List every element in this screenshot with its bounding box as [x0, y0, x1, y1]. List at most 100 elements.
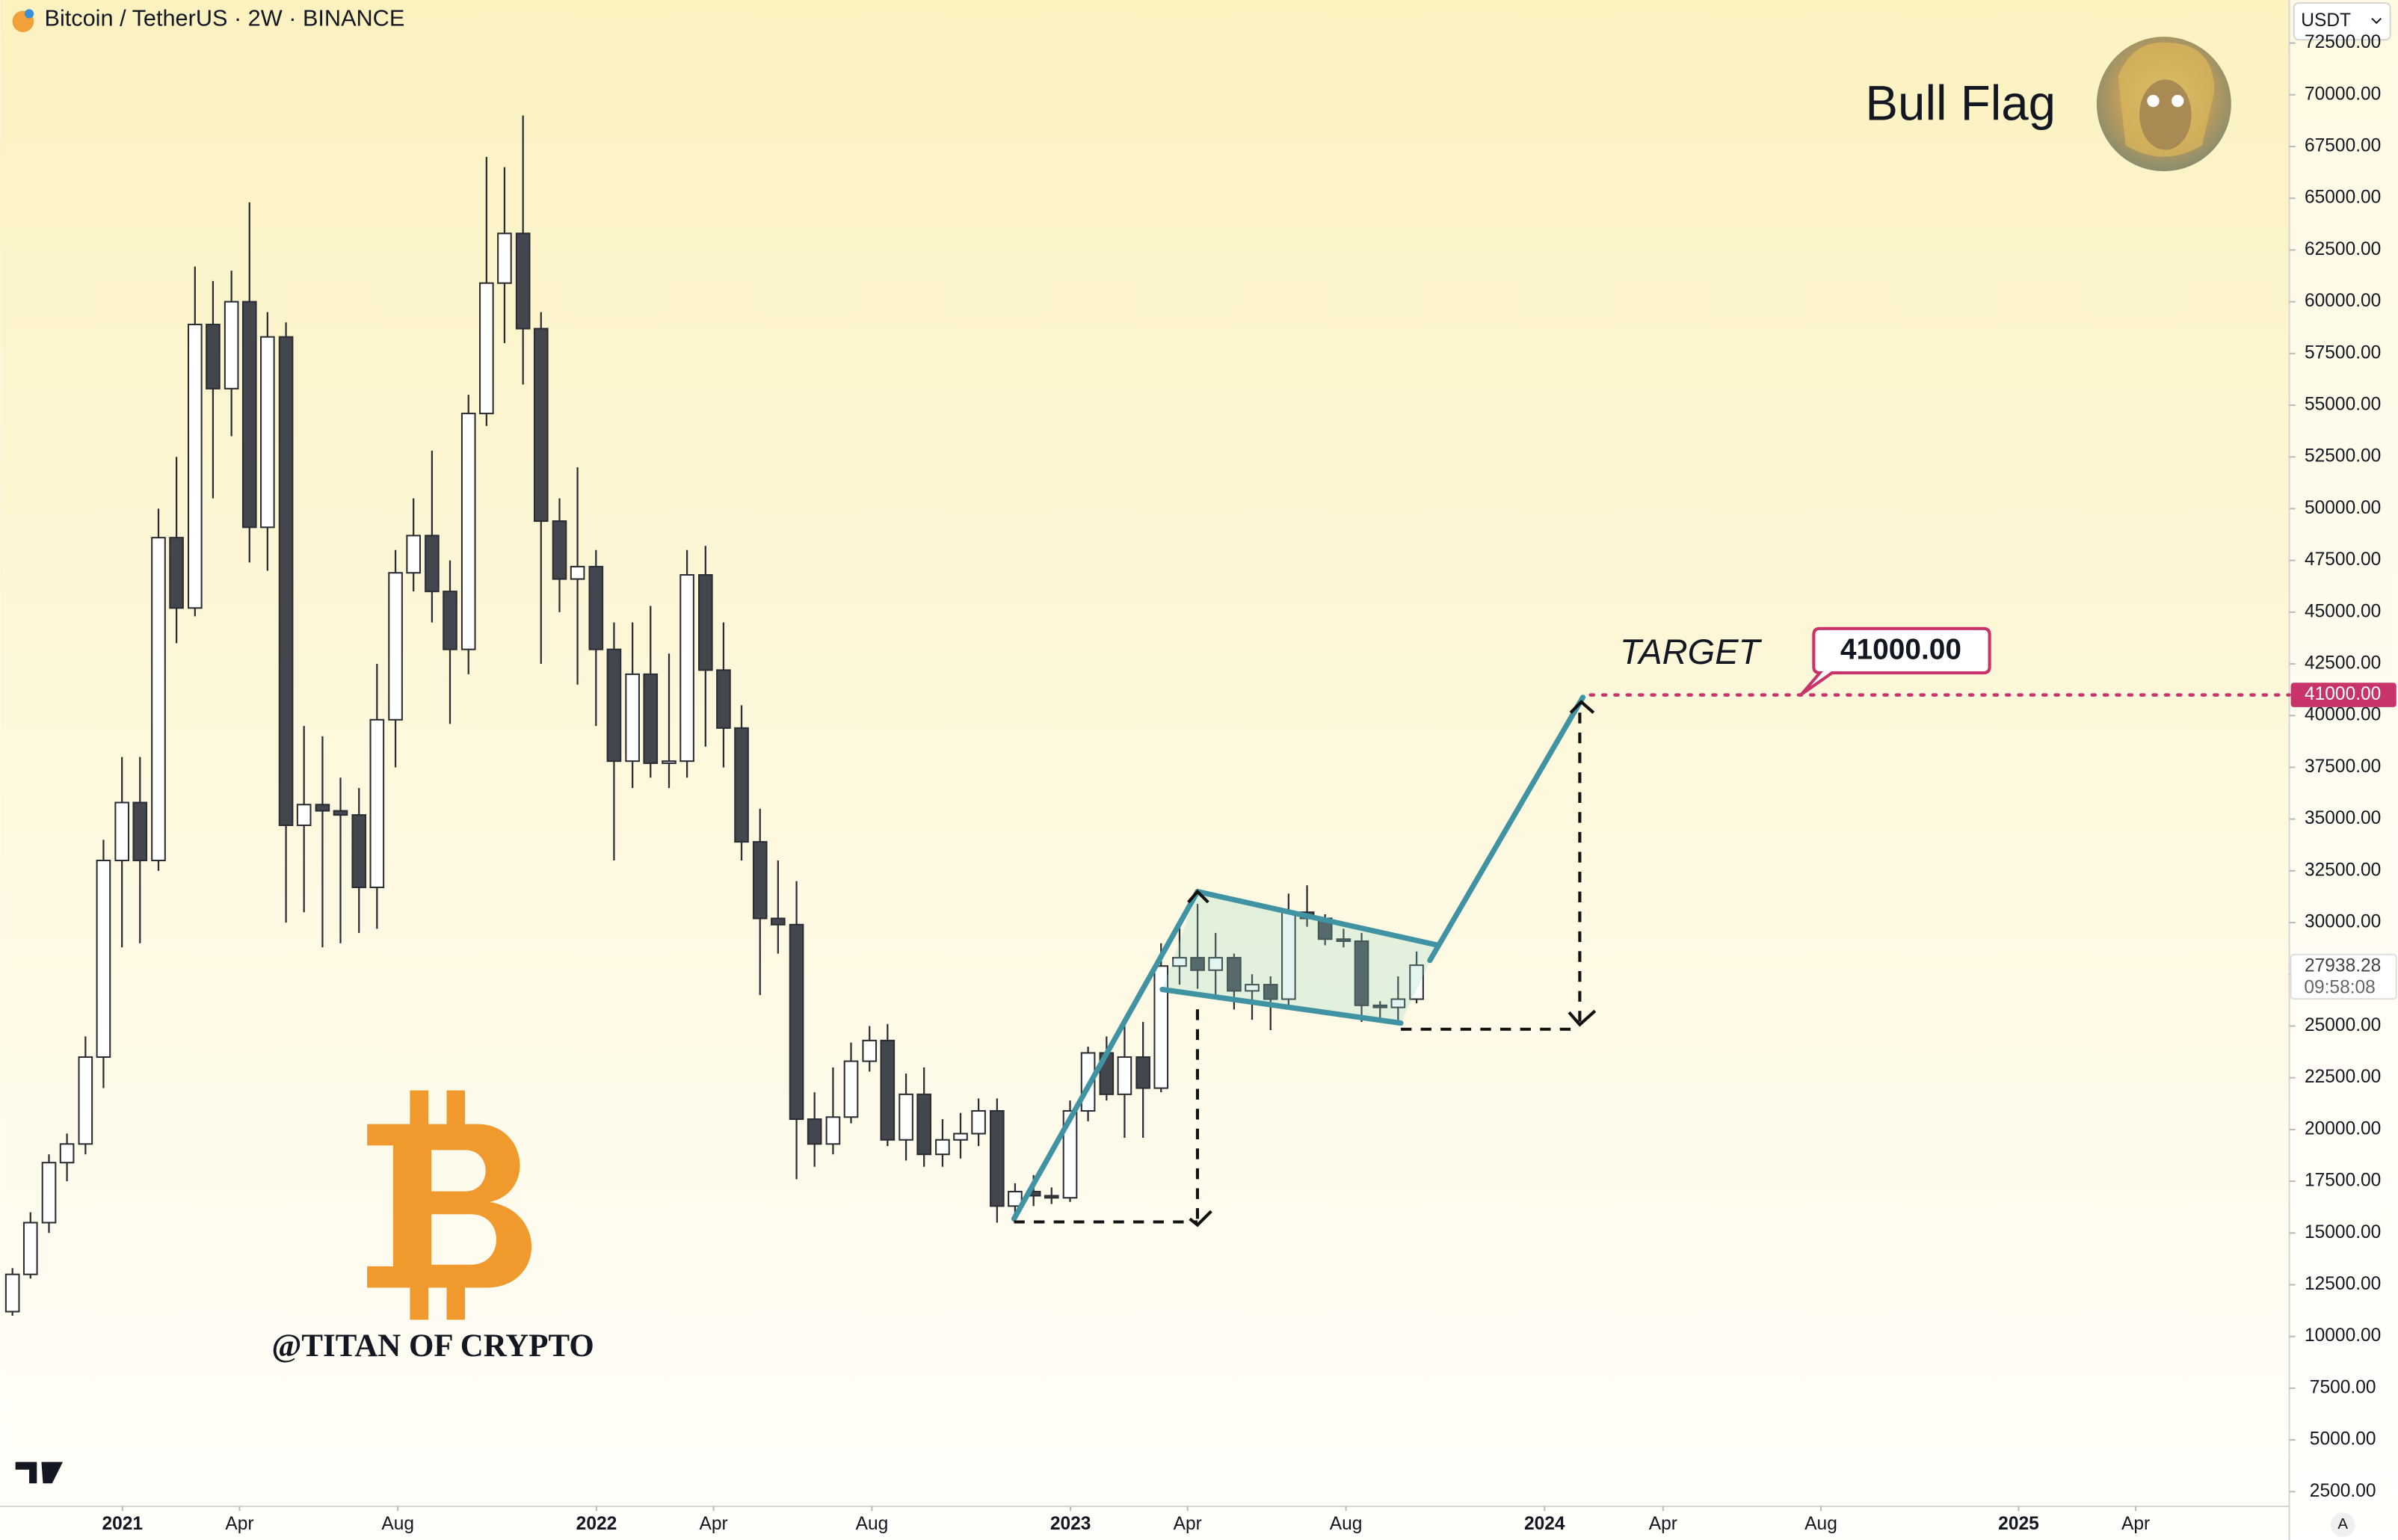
candle-body [1008, 1190, 1023, 1207]
arrow [1187, 889, 1209, 904]
candle-body [1208, 957, 1224, 971]
candle-body [625, 673, 640, 763]
candle-body [406, 535, 421, 574]
y-tick-label: 55000.00 [2305, 395, 2381, 415]
candle-body [1190, 957, 1205, 971]
candle-body [260, 336, 275, 529]
candle-body [862, 1039, 878, 1062]
candle-body [1153, 965, 1169, 1089]
candle-body [151, 537, 166, 862]
y-tick-label: 52500.00 [2305, 446, 2381, 466]
y-tick-label: 10000.00 [2305, 1325, 2381, 1346]
y-tick-label: 20000.00 [2305, 1118, 2381, 1139]
y-tick-label: 47500.00 [2305, 549, 2381, 570]
candle-body [59, 1143, 75, 1164]
candle-body [789, 923, 804, 1121]
candle-body [953, 1133, 968, 1141]
tv-logo [15, 1462, 64, 1484]
y-tick-label: 5000.00 [2310, 1429, 2376, 1450]
logo-part [446, 1281, 466, 1320]
candle-body [333, 810, 348, 816]
candle-body [1336, 938, 1351, 943]
candle-body [41, 1162, 57, 1224]
candle-body [716, 669, 731, 729]
flag-top [1195, 889, 1440, 948]
candle-body [1062, 1109, 1078, 1199]
chart-title: Bitcoin / TetherUS · 2W · BINANCE [45, 5, 405, 31]
currency-text[interactable]: USDT [2301, 10, 2351, 31]
target-callout-text: 41000.00 [1840, 634, 1961, 666]
avatar-face [2139, 79, 2192, 150]
candle-body [369, 718, 385, 889]
candle-body [443, 591, 457, 650]
y-tick-label: 57500.00 [2305, 342, 2381, 363]
price-label: 27938.28 [2305, 956, 2381, 976]
candle-body [807, 1118, 822, 1145]
candle-body [78, 1056, 93, 1145]
arrow [1569, 700, 1595, 714]
y-tick-label: 62500.00 [2305, 239, 2381, 259]
currency-button[interactable] [2293, 2, 2391, 41]
candle-body [899, 1093, 913, 1141]
candle-body [296, 804, 312, 826]
y-tick-label: 22500.00 [2305, 1067, 2381, 1087]
y-tick-label: 67500.00 [2305, 135, 2381, 155]
y-tick-label: 40000.00 [2305, 705, 2381, 725]
x-tick-label: Aug [1804, 1514, 1837, 1534]
logo-part [410, 1281, 428, 1320]
badge-text[interactable]: A [2337, 1515, 2348, 1533]
candle-body [460, 413, 476, 650]
flag-bottom [1159, 986, 1404, 1026]
candle-body [479, 282, 494, 415]
candle-body [241, 301, 257, 529]
x-tick-label: 2021 [102, 1514, 144, 1534]
candle-body [1263, 984, 1278, 1000]
y-tick-label: 60000.00 [2305, 291, 2381, 311]
y-tick-label: 45000.00 [2305, 601, 2381, 621]
candle-body [935, 1139, 950, 1156]
x-tick-label: Aug [856, 1514, 889, 1534]
candle-body [4, 1273, 20, 1313]
y-tick-label: 65000.00 [2305, 188, 2381, 208]
countdown: 09:58:08 [2304, 977, 2376, 997]
y-tick-label: 12500.00 [2305, 1274, 2381, 1294]
x-tick-label: Apr [1649, 1514, 1677, 1534]
candle-body [425, 535, 440, 593]
target-label: TARGET [1620, 632, 1763, 671]
logo-part [446, 1090, 466, 1130]
y-tick-label: 70000.00 [2305, 84, 2381, 104]
candle-body [1227, 957, 1242, 992]
candle-body [96, 860, 111, 1059]
y-tick-label: 7500.00 [2310, 1377, 2376, 1397]
candle-body [771, 917, 786, 925]
chevron[interactable] [2371, 17, 2382, 25]
candle-body [662, 760, 676, 764]
candle-body [1135, 1056, 1150, 1089]
candle-body [880, 1039, 896, 1141]
avatar-eye [2147, 94, 2160, 108]
y-tick-label: 17500.00 [2305, 1171, 2381, 1191]
arrow-heads [1187, 700, 1597, 1228]
candle-body [825, 1116, 841, 1145]
x-tick-label: 2022 [576, 1514, 617, 1534]
candle-body [916, 1093, 931, 1156]
arrow [1568, 1009, 1597, 1027]
candle-body [206, 324, 221, 389]
candle-body [533, 327, 549, 523]
badge-circle[interactable] [2330, 1512, 2355, 1537]
candle-body [679, 573, 694, 763]
candle-body [971, 1109, 986, 1135]
breakout-line [1427, 694, 1586, 964]
candle-body [388, 572, 403, 721]
x-tick-label: Aug [1330, 1514, 1363, 1534]
candle-body [570, 565, 585, 580]
annotation-title: Bull Flag [1865, 76, 2056, 130]
candle-body [1245, 984, 1260, 992]
watermark: @TITAN OF CRYPTO [271, 1328, 594, 1364]
candle-body [643, 673, 659, 764]
target-axis-bg [2290, 683, 2397, 707]
candle-body [132, 801, 148, 862]
candle-body [1117, 1056, 1132, 1095]
candle-body [169, 537, 184, 609]
